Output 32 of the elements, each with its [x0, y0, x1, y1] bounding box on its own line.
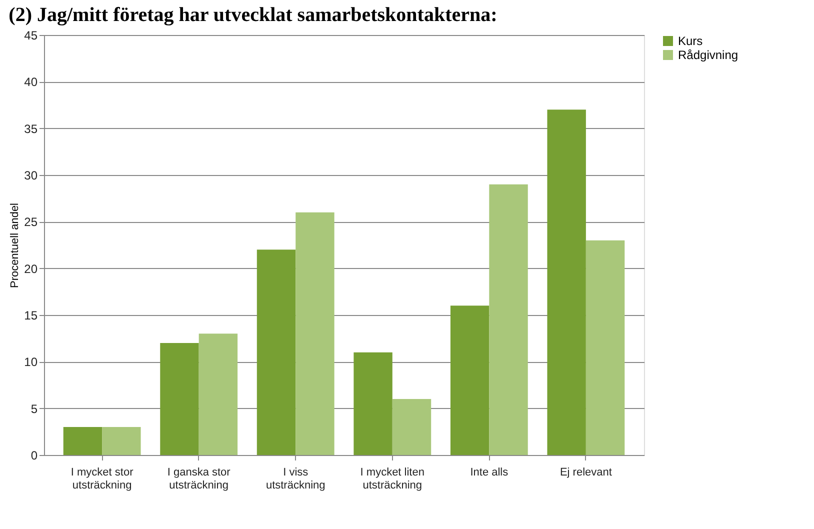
y-axis-title: Procentuell andel	[9, 202, 22, 288]
x-tick-label: I ganska stor utsträckning	[167, 466, 231, 492]
bar	[63, 427, 102, 455]
y-tick-label: 15	[24, 308, 38, 322]
y-tick-label: 10	[24, 355, 38, 370]
bar	[489, 184, 528, 455]
y-tick-label: 45	[24, 28, 38, 42]
bar	[102, 427, 141, 455]
bar	[256, 250, 296, 455]
x-tick-label: I mycket liten utsträckning	[360, 466, 424, 492]
bar	[198, 334, 238, 455]
bar	[296, 212, 334, 455]
y-tick-label: 25	[24, 215, 38, 230]
bar	[586, 240, 625, 455]
y-tick-label: 40	[24, 75, 38, 90]
y-tick-label: 0	[30, 448, 38, 462]
y-tick-label: 30	[24, 168, 38, 182]
bar	[354, 352, 392, 455]
bar	[547, 110, 586, 455]
y-tick-label: 35	[24, 122, 38, 136]
y-tick-label: 5	[30, 402, 38, 416]
chart-title: (2) Jag/mitt företag har utvecklat samarbetskontakterna:	[8, 4, 498, 26]
bar	[160, 343, 199, 455]
x-tick-label: Ej relevant	[560, 466, 612, 478]
x-tick-label: I viss utsträckning	[266, 466, 326, 492]
legend-label: Kurs	[678, 34, 703, 48]
legend-label: Rådgivning	[678, 48, 738, 62]
bar	[450, 306, 490, 455]
bar	[392, 399, 432, 455]
x-tick-label: I mycket stor utsträckning	[70, 466, 134, 492]
y-tick-label: 20	[24, 262, 38, 276]
x-tick-label: Inte alls	[470, 466, 509, 478]
